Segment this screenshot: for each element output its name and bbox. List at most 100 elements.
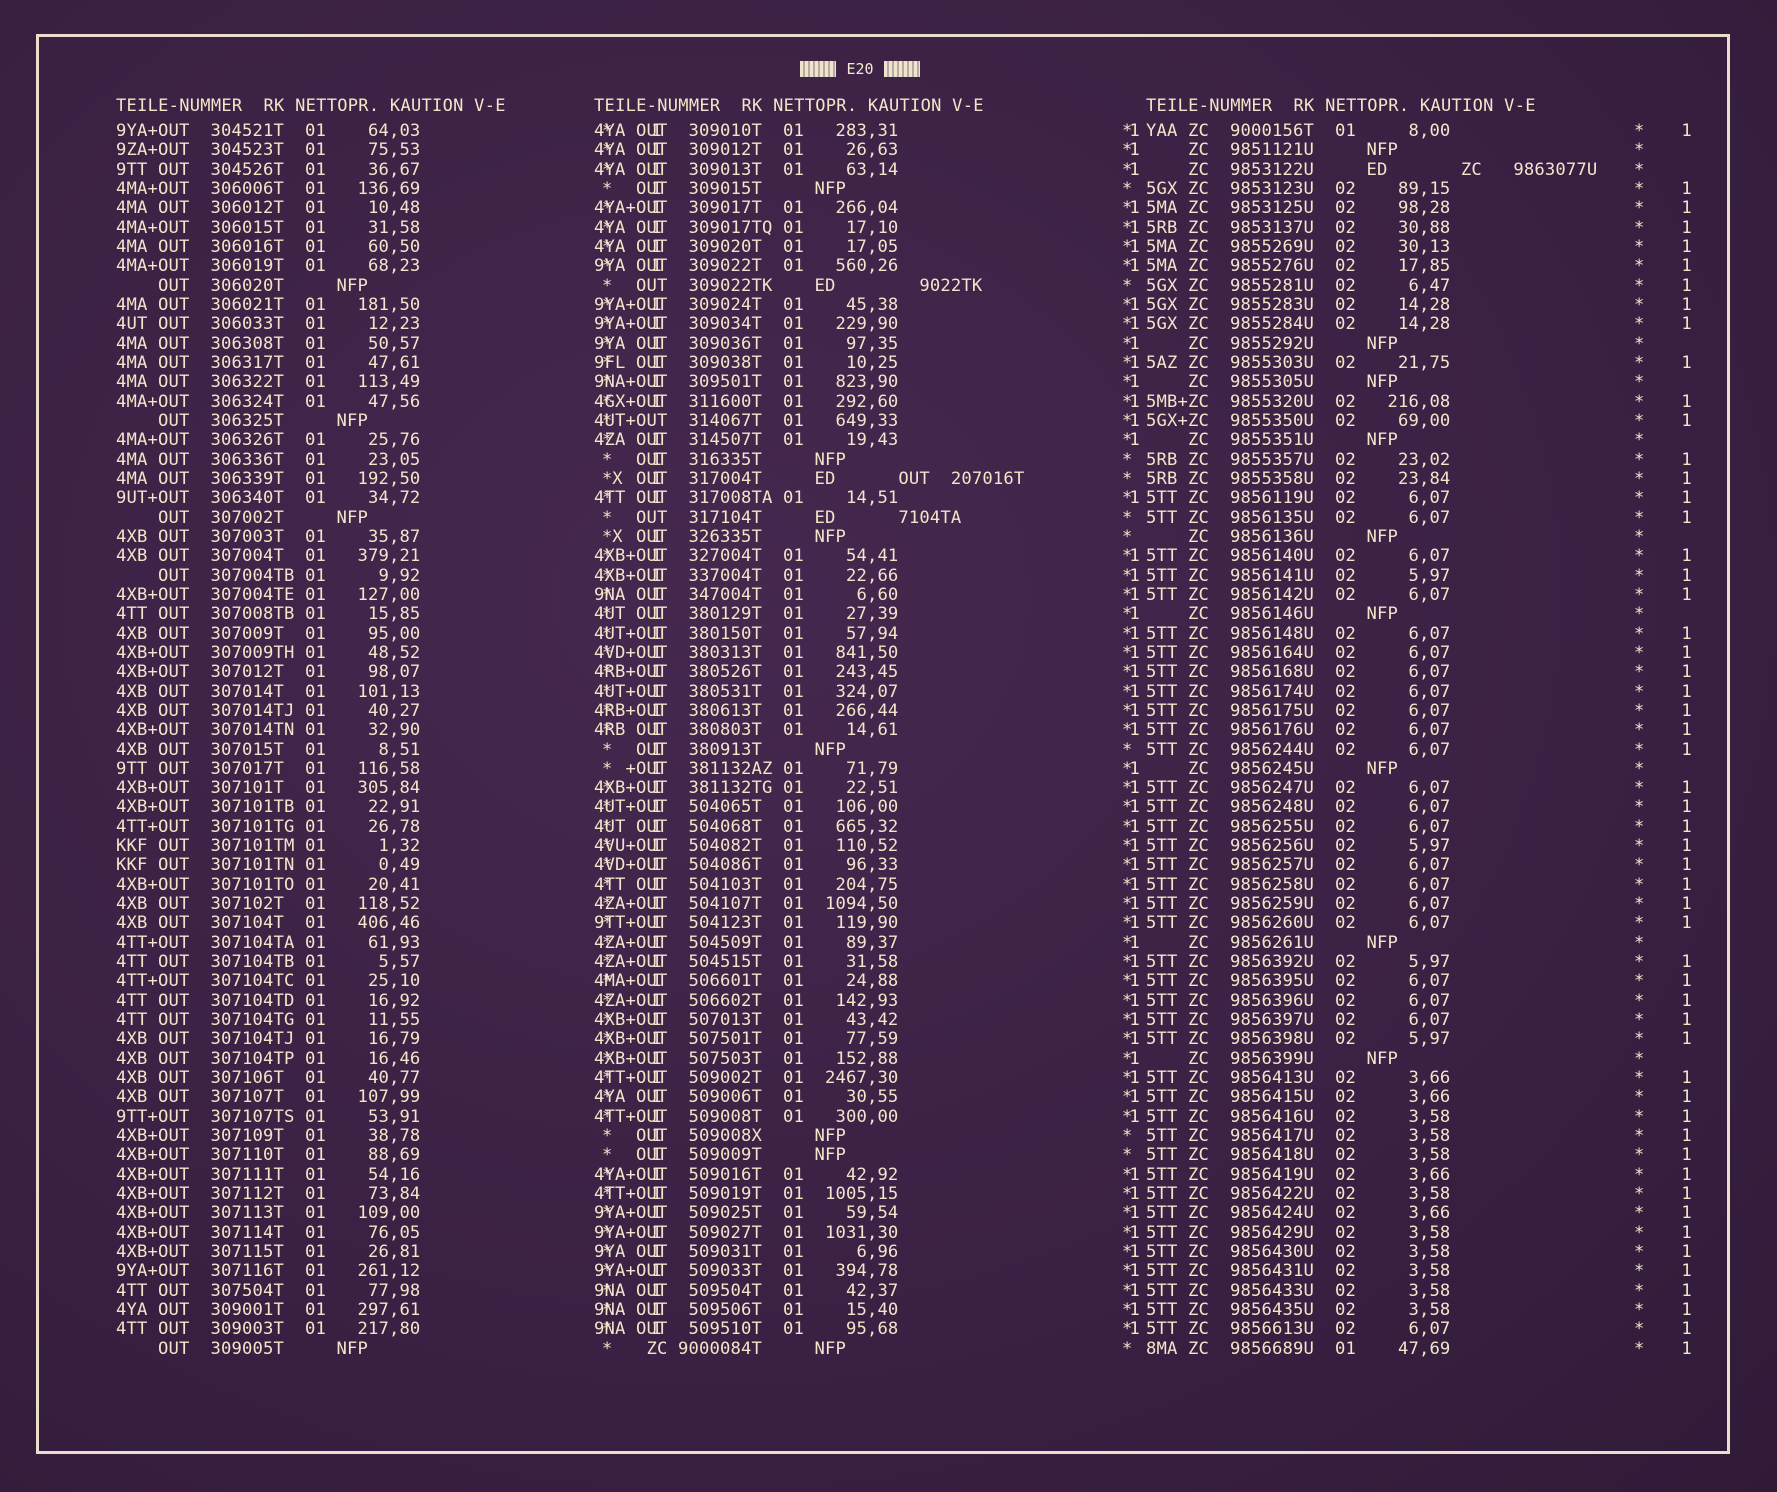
parts-row: 4YA OUT 309001T 01 297,61 1 bbox=[116, 1300, 662, 1321]
separator-mark: * bbox=[1634, 217, 1645, 238]
separator-mark: * bbox=[602, 1087, 613, 1108]
parts-row: 4MA+OUT 306326T 01 25,76 1 bbox=[116, 430, 662, 451]
separator-mark: * bbox=[1634, 952, 1645, 973]
parts-row: 4UT OUT 504068T 01 665,32 1 bbox=[594, 816, 1140, 837]
parts-row: 5AZ ZC 9855303U 02 21,75 1 bbox=[1146, 352, 1692, 373]
parts-row: 4MA OUT 306021T 01 181,50 1 bbox=[116, 294, 662, 315]
separator-mark: * bbox=[602, 507, 613, 528]
separator-mark: * bbox=[1634, 275, 1645, 296]
parts-row: 5MB+ZC 9855320U 02 216,08 1 bbox=[1146, 391, 1692, 412]
parts-row: 4ZA+OUT 504509T 01 89,37 1 bbox=[594, 932, 1140, 953]
separator-mark: * bbox=[1122, 604, 1133, 625]
separator-mark: * bbox=[602, 1338, 613, 1359]
parts-row: 4XB+OUT 307014TN 01 32,90 1 bbox=[116, 720, 662, 741]
parts-row: 4TT+OUT 509002T 01 2467,30 1 bbox=[594, 1068, 1140, 1089]
parts-row: 4XB+OUT 307109T 01 38,78 1 bbox=[116, 1126, 662, 1147]
parts-row: 4UT+OUT 314067T 01 649,33 1 bbox=[594, 410, 1140, 431]
parts-row: 4YA OUT 509006T 01 30,55 1 bbox=[594, 1087, 1140, 1108]
separator-mark: * bbox=[1122, 275, 1133, 296]
separator-mark: * bbox=[1634, 430, 1645, 451]
parts-row: 4XB OUT 307014TJ 01 40,27 1 bbox=[116, 700, 662, 721]
separator-mark: * bbox=[1634, 178, 1645, 199]
separator-mark: * bbox=[602, 294, 613, 315]
separator-mark: * bbox=[1634, 778, 1645, 799]
parts-row: 5GX ZC 9855284U 02 14,28 1 bbox=[1146, 314, 1692, 335]
parts-row: OUT 509008X NFP bbox=[594, 1126, 846, 1147]
separator-mark: * bbox=[602, 1203, 613, 1224]
separator-mark: * bbox=[1122, 932, 1133, 953]
separator-mark: * bbox=[1634, 604, 1645, 625]
parts-row: 4XB+OUT 507503T 01 152,88 1 bbox=[594, 1048, 1140, 1069]
parts-row: OUT 317104T ED 7104TA bbox=[594, 507, 962, 528]
parts-row: 5TT ZC 9856397U 02 6,07 1 bbox=[1146, 1010, 1692, 1031]
parts-row: ZC 9855292U NFP bbox=[1146, 333, 1398, 354]
parts-row: OUT 380913T NFP bbox=[594, 739, 846, 760]
separator-mark: * bbox=[1122, 217, 1133, 238]
separator-mark: * bbox=[602, 642, 613, 663]
parts-row: 4MA OUT 306016T 01 60,50 1 bbox=[116, 236, 662, 257]
separator-mark: * bbox=[1122, 449, 1133, 470]
header-block-left bbox=[800, 61, 837, 77]
separator-mark: * bbox=[1634, 836, 1645, 857]
parts-row: KKF OUT 307101TN 01 0,49 1 bbox=[116, 855, 662, 876]
separator-mark: * bbox=[602, 623, 613, 644]
separator-mark: * bbox=[1634, 642, 1645, 663]
separator-marks-1: * * * * * * * * * * * * * * * * * * *X * * *X * * * * * * * * * * * * * * * *… bbox=[602, 121, 622, 1359]
separator-mark: * bbox=[1634, 874, 1645, 895]
separator-mark: * bbox=[1122, 1106, 1133, 1127]
separator-mark: * bbox=[1634, 546, 1645, 567]
parts-row: 5TT ZC 9856175U 02 6,07 1 bbox=[1146, 700, 1692, 721]
separator-mark: * bbox=[1122, 990, 1133, 1011]
separator-mark: * bbox=[1122, 468, 1133, 489]
parts-row: 4TT OUT 307104TG 01 11,55 1 bbox=[116, 1010, 662, 1031]
separator-mark: * bbox=[602, 700, 613, 721]
separator-mark: * bbox=[1122, 1338, 1133, 1359]
separator-mark: * bbox=[602, 256, 613, 277]
parts-row: 5TT ZC 9856416U 02 3,58 1 bbox=[1146, 1106, 1692, 1127]
separator-mark: * bbox=[1122, 256, 1133, 277]
separator-mark: * bbox=[602, 1164, 613, 1185]
separator-mark: * bbox=[1122, 681, 1133, 702]
separator-mark: * bbox=[1634, 236, 1645, 257]
separator-mark: * bbox=[1122, 894, 1133, 915]
parts-row: 4MA OUT 306308T 01 50,57 1 bbox=[116, 333, 662, 354]
parts-row: 4YA OUT 309020T 01 17,05 1 bbox=[594, 236, 1140, 257]
parts-row: 5TT ZC 9856259U 02 6,07 1 bbox=[1146, 894, 1692, 915]
parts-row: ZC 9856245U NFP bbox=[1146, 758, 1398, 779]
separator-mark: * bbox=[1634, 623, 1645, 644]
parts-row: ZC 9855305U NFP bbox=[1146, 372, 1398, 393]
separator-mark: * bbox=[1122, 294, 1133, 315]
parts-row: 4RB+OUT 380526T 01 243,45 1 bbox=[594, 662, 1140, 683]
separator-mark: * bbox=[602, 1319, 613, 1340]
separator-mark: * bbox=[602, 1300, 613, 1321]
separator-mark: * bbox=[1122, 739, 1133, 760]
parts-row: OUT 317004T ED OUT 207016T bbox=[594, 468, 1025, 489]
separator-mark: * bbox=[1122, 1087, 1133, 1108]
parts-row: ZC 9855351U NFP bbox=[1146, 430, 1398, 451]
separator-mark: * bbox=[1634, 352, 1645, 373]
separator-mark: * bbox=[602, 855, 613, 876]
parts-row: 4XB+OUT 381132TG 01 22,51 1 bbox=[594, 778, 1140, 799]
fiche-index-label: E20 bbox=[846, 60, 874, 78]
parts-row: 9NA OUT 509504T 01 42,37 1 bbox=[594, 1280, 1140, 1301]
separator-mark: * bbox=[1122, 1010, 1133, 1031]
parts-row: 5RB ZC 9855358U 02 23,84 1 bbox=[1146, 468, 1692, 489]
separator-mark: * bbox=[1634, 1184, 1645, 1205]
parts-row: 4UT+OUT 380150T 01 57,94 1 bbox=[594, 623, 1140, 644]
separator-mark: * bbox=[1122, 1126, 1133, 1147]
separator-mark: * bbox=[602, 1068, 613, 1089]
separator-mark: * bbox=[1634, 372, 1645, 393]
separator-mark: * bbox=[602, 1145, 613, 1166]
parts-row: 5TT ZC 9856395U 02 6,07 1 bbox=[1146, 971, 1692, 992]
parts-row: 9UT+OUT 306340T 01 34,72 1 bbox=[116, 488, 662, 509]
parts-row: 4RB+OUT 380613T 01 266,44 1 bbox=[594, 700, 1140, 721]
separator-mark: * bbox=[1634, 720, 1645, 741]
parts-row: 5TT ZC 9856398U 02 5,97 1 bbox=[1146, 1029, 1692, 1050]
parts-row: 4UT OUT 380129T 01 27,39 1 bbox=[594, 604, 1140, 625]
microfiche-frame bbox=[36, 34, 1730, 1454]
parts-row: 4RB OUT 380803T 01 14,61 1 bbox=[594, 720, 1140, 741]
parts-row: 4XB+OUT 307113T 01 109,00 1 bbox=[116, 1203, 662, 1224]
parts-row: 5TT ZC 9856174U 02 6,07 1 bbox=[1146, 681, 1692, 702]
separator-mark: * bbox=[1634, 1087, 1645, 1108]
parts-row: 4ZA+OUT 506602T 01 142,93 1 bbox=[594, 990, 1140, 1011]
